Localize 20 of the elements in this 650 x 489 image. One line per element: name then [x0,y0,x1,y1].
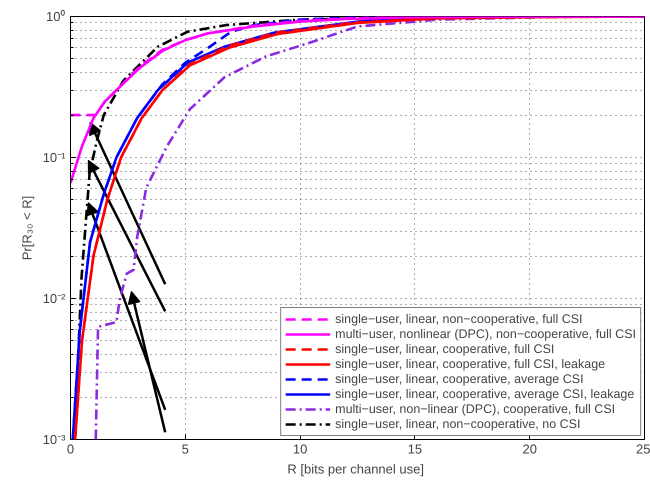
x-tick-label: 10 [292,442,308,456]
legend-label: single−user, linear, non−cooperative, full CSI [335,312,583,326]
y-axis-title: Pr[R₃₀ < R] [20,196,35,260]
x-tick-label: 15 [408,442,422,456]
legend-label: single−user, linear, cooperative, average CSI, leakage [335,387,634,401]
x-tick-label: 20 [522,442,537,456]
legend-label: single−user, linear, cooperative, full CSI, leakage [335,357,606,371]
legend-label: single−user, linear, non−cooperative, no CSI [335,417,580,431]
legend-label: single−user, linear, cooperative, average CSI [335,372,584,386]
x-axis-title: R [bits per channel use] [287,462,424,476]
y-tick-label: 10⁻¹ [42,150,66,165]
x-tick-label: 5 [182,442,189,456]
legend-label: multi−user, non−linear (DPC), cooperative, full CSI [335,402,616,416]
legend-label: single−user, linear, cooperative, full CSI [335,342,554,356]
x-tick-label: 25 [636,442,650,456]
legend-label: multi−user, nonlinear (DPC), non−cooperative, full CSI [335,327,636,341]
x-tick-label: 0 [66,442,74,456]
y-tick-label: 10⁻² [42,291,66,306]
y-tick-label: 10⁰ [46,9,66,24]
y-tick-label: 10⁻³ [42,432,66,447]
